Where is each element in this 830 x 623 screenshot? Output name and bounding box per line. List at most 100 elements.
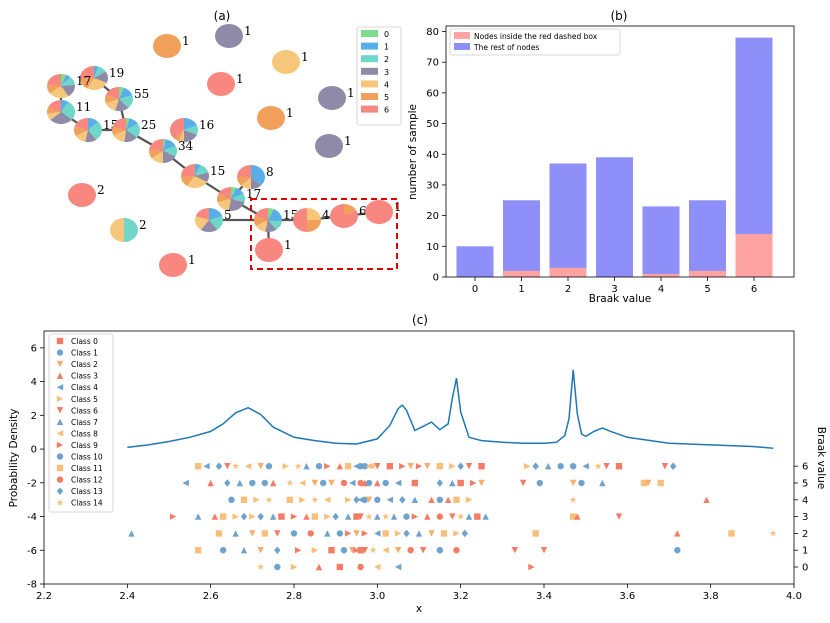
network-node: 16: [169, 118, 214, 142]
data-point: [407, 463, 414, 470]
legend-marker: [56, 441, 64, 449]
data-point: [249, 479, 256, 487]
pie-slice: [195, 216, 209, 230]
pie-slice: [80, 66, 94, 79]
pie-slice: [195, 164, 201, 176]
data-point: [365, 496, 373, 503]
data-point: [415, 463, 423, 470]
node-label: 55: [134, 87, 149, 101]
pie-slice: [200, 220, 218, 233]
pie-slice: [94, 66, 106, 78]
data-point: [374, 530, 381, 537]
pie-slice: [126, 123, 141, 138]
data-point: [436, 513, 444, 520]
pie-slice: [124, 130, 137, 143]
legend-swatch: [361, 93, 378, 100]
pie-slice: [184, 130, 197, 142]
data-point: [532, 530, 539, 537]
data-point: [257, 547, 264, 554]
data-point: [265, 496, 273, 503]
data-point: [361, 496, 369, 503]
data-point: [332, 512, 339, 521]
data-point: [344, 513, 352, 520]
data-point: [428, 530, 435, 537]
node-label: 5: [224, 208, 232, 222]
data-point: [311, 479, 319, 487]
pie-slice: [195, 165, 209, 176]
data-point: [536, 479, 544, 487]
pie-slice: [217, 199, 231, 211]
data-point: [219, 547, 227, 554]
data-point: [261, 530, 269, 537]
data-point: [299, 479, 306, 487]
data-point: [394, 547, 402, 554]
pie-slice: [241, 177, 251, 189]
pie-slice: [124, 218, 138, 242]
data-point: [390, 513, 398, 520]
data-point: [453, 530, 460, 537]
data-point: [365, 512, 373, 520]
data-point: [357, 513, 364, 520]
pie-slice: [268, 208, 274, 220]
legend-label: 1: [384, 43, 389, 52]
data-point: [194, 513, 202, 520]
xtick-label: 2.8: [286, 591, 302, 602]
data-point: [353, 513, 360, 520]
data-point: [303, 463, 310, 470]
network-node: 1: [318, 86, 355, 110]
data-point: [240, 547, 248, 554]
y2tick-label: 3: [802, 512, 808, 523]
node-label: 34: [178, 139, 194, 153]
panel-a-legend: 0 1 2 3 4 5 6: [356, 26, 402, 126]
data-point: [203, 463, 210, 470]
y2tick-label: 0: [802, 563, 808, 574]
node-label: 2: [139, 218, 147, 232]
pie-slice: [115, 99, 129, 111]
pie-slice: [149, 139, 163, 151]
legend-label: Class 9: [71, 441, 98, 450]
pie-slice: [195, 208, 209, 220]
data-point: [215, 462, 223, 470]
data-point: [461, 529, 469, 538]
data-point: [349, 479, 356, 487]
legend-label: Class 5: [71, 395, 98, 404]
data-point: [274, 546, 281, 554]
ytick-label: 2: [31, 411, 37, 422]
data-point: [374, 463, 381, 470]
node-label: 25: [141, 118, 156, 132]
legend-swatch: [361, 55, 378, 63]
data-point: [640, 479, 648, 487]
pie-slice: [344, 204, 357, 216]
ytick-label: 40: [426, 150, 439, 161]
data-point: [324, 513, 331, 520]
data-point: [353, 530, 360, 537]
data-point: [207, 479, 214, 487]
pie-slice: [126, 118, 130, 130]
pie-slice: [265, 220, 277, 233]
xtick-label: 2: [565, 284, 571, 295]
data-point: [269, 479, 277, 487]
pie-slice: [61, 77, 75, 86]
pie-slice: [94, 71, 108, 83]
pie-slice: [75, 130, 88, 142]
data-point: [382, 530, 389, 537]
legend-label: Nodes inside the red dashed box: [474, 32, 598, 41]
data-point: [361, 530, 369, 537]
data-point: [299, 496, 306, 503]
node-label: 1: [188, 253, 196, 267]
network-node: 1: [215, 24, 252, 48]
data-point: [274, 563, 281, 571]
pie-slice: [80, 78, 94, 89]
data-point: [557, 463, 564, 470]
data-point: [324, 463, 331, 470]
data-point: [449, 463, 456, 470]
data-point: [336, 563, 344, 571]
pie-slice: [126, 118, 138, 130]
ytick-label: -2: [27, 478, 37, 489]
data-point: [282, 463, 289, 470]
data-point: [419, 547, 427, 554]
data-point: [511, 547, 519, 554]
legend-swatch: [361, 67, 378, 75]
